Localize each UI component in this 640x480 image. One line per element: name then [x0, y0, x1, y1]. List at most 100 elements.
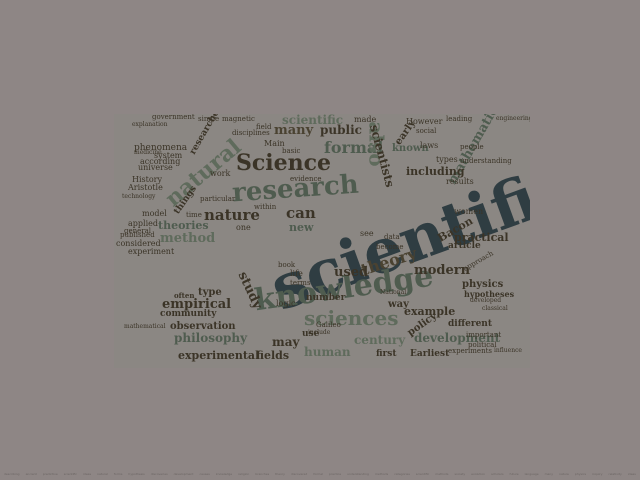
word-engineering: engineering [496, 115, 530, 122]
footer-word: relativity [608, 472, 622, 476]
word-applied: applied [128, 219, 158, 228]
word-terms: terms [290, 279, 311, 287]
footer-word: hypothesis [128, 472, 145, 476]
footer-word: ideas [83, 472, 92, 476]
word-first: first [376, 349, 397, 359]
word-philosophy: philosophy [174, 331, 248, 345]
word-empirical: empirical [162, 297, 232, 312]
word-may: may [272, 335, 300, 349]
word-however: However [406, 117, 443, 126]
word-published: published [120, 231, 155, 239]
word-general: general [124, 227, 152, 235]
word-laws: laws [420, 141, 439, 150]
word-important: important [466, 331, 502, 339]
word-practical: practical [454, 231, 509, 244]
word-main: Main [264, 139, 285, 148]
footer-word-strip: describing ancient predictive scientific ide… [0, 472, 640, 480]
word-theories: theories [158, 219, 209, 232]
word-people: people [460, 143, 484, 151]
word-political: political [468, 341, 497, 349]
footer-word: theory [275, 472, 285, 476]
word-one: one [236, 223, 251, 232]
word-nature: nature [204, 206, 260, 224]
word-modern: modern [414, 263, 471, 278]
word-life: life [290, 269, 303, 278]
word-understanding: understanding [460, 157, 512, 165]
footer-word: methods [435, 472, 449, 476]
word-logic: logic [276, 299, 296, 308]
footer-word: discovered [290, 472, 308, 476]
word-use: use [302, 329, 320, 339]
word-according: according [140, 157, 181, 166]
word-social: social [416, 127, 437, 135]
word-earliest: Earliest [410, 349, 450, 359]
word-type: type [198, 287, 222, 298]
word-see: see [360, 229, 374, 238]
word-sciences: sciences [304, 306, 399, 330]
word-scientific-small: scientific [282, 114, 344, 127]
word-single: single [198, 115, 220, 123]
footer-word: development [173, 472, 194, 476]
footer-word: practice [329, 472, 342, 476]
word-formal: formal [324, 138, 384, 157]
footer-word: nature [559, 472, 569, 476]
word-medicine: medicine [134, 149, 162, 156]
word-technology: technology [122, 193, 156, 200]
word-number: number [306, 293, 346, 303]
footer-word: understanding [347, 472, 369, 476]
footer-word: evolution [471, 472, 486, 476]
word-explanation: explanation [132, 121, 168, 128]
word-include: include [308, 329, 331, 336]
word-mathematical: mathematical [124, 323, 166, 330]
word-model: model [142, 209, 167, 218]
word-including: including [406, 165, 465, 178]
word-experimental: experimental [178, 349, 260, 362]
word-evidence: evidence [290, 175, 322, 183]
word-national: National [380, 289, 407, 296]
word-science: Science [236, 150, 332, 176]
word-disciplines: disciplines [232, 129, 270, 137]
footer-word: formal [313, 472, 323, 476]
word-fields: fields [256, 349, 290, 362]
word-new: new [289, 221, 314, 234]
word-way: way [388, 299, 409, 310]
word-results: results [446, 177, 474, 186]
footer-word: discoveries [150, 472, 168, 476]
word-public: public [320, 123, 362, 137]
footer-word: knowledge [215, 472, 233, 476]
word-types: types [436, 155, 458, 164]
footer-word: physics [574, 472, 587, 476]
footer-word: scholars [491, 472, 504, 476]
footer-word: natural [97, 472, 108, 476]
footer-word: future [509, 472, 519, 476]
word-century: century [354, 333, 406, 347]
word-considered: considered [116, 239, 161, 248]
word-government: government [152, 114, 195, 121]
word-work: work [210, 169, 231, 178]
word-used: used [334, 265, 369, 280]
word-example: example [404, 305, 456, 318]
footer-word: predictive [42, 472, 58, 476]
word-experiment: experiment [128, 247, 175, 256]
word-classical: classical [482, 305, 508, 312]
word-development: development [414, 331, 501, 345]
word-experiments: experiments [448, 347, 492, 355]
word-community: community [160, 309, 217, 319]
footer-word: language [524, 472, 539, 476]
word-particular: particular [200, 195, 236, 203]
word-observation: observation [170, 321, 236, 332]
word-universe: universe [138, 163, 173, 172]
word-book: book [278, 261, 296, 269]
footer-word: scientific [63, 472, 78, 476]
footer-word: ancient [25, 472, 37, 476]
word-different: different [448, 319, 492, 329]
word-made: made [354, 115, 377, 124]
word-human: human [304, 345, 351, 359]
footer-word: methods [374, 472, 389, 476]
word-developed: developed [470, 297, 502, 304]
word-physics: physics [462, 279, 504, 290]
footer-word: scientific [415, 472, 430, 476]
word-field: field [256, 123, 272, 131]
word-women: women [454, 207, 484, 216]
word-leading: leading [446, 115, 473, 123]
